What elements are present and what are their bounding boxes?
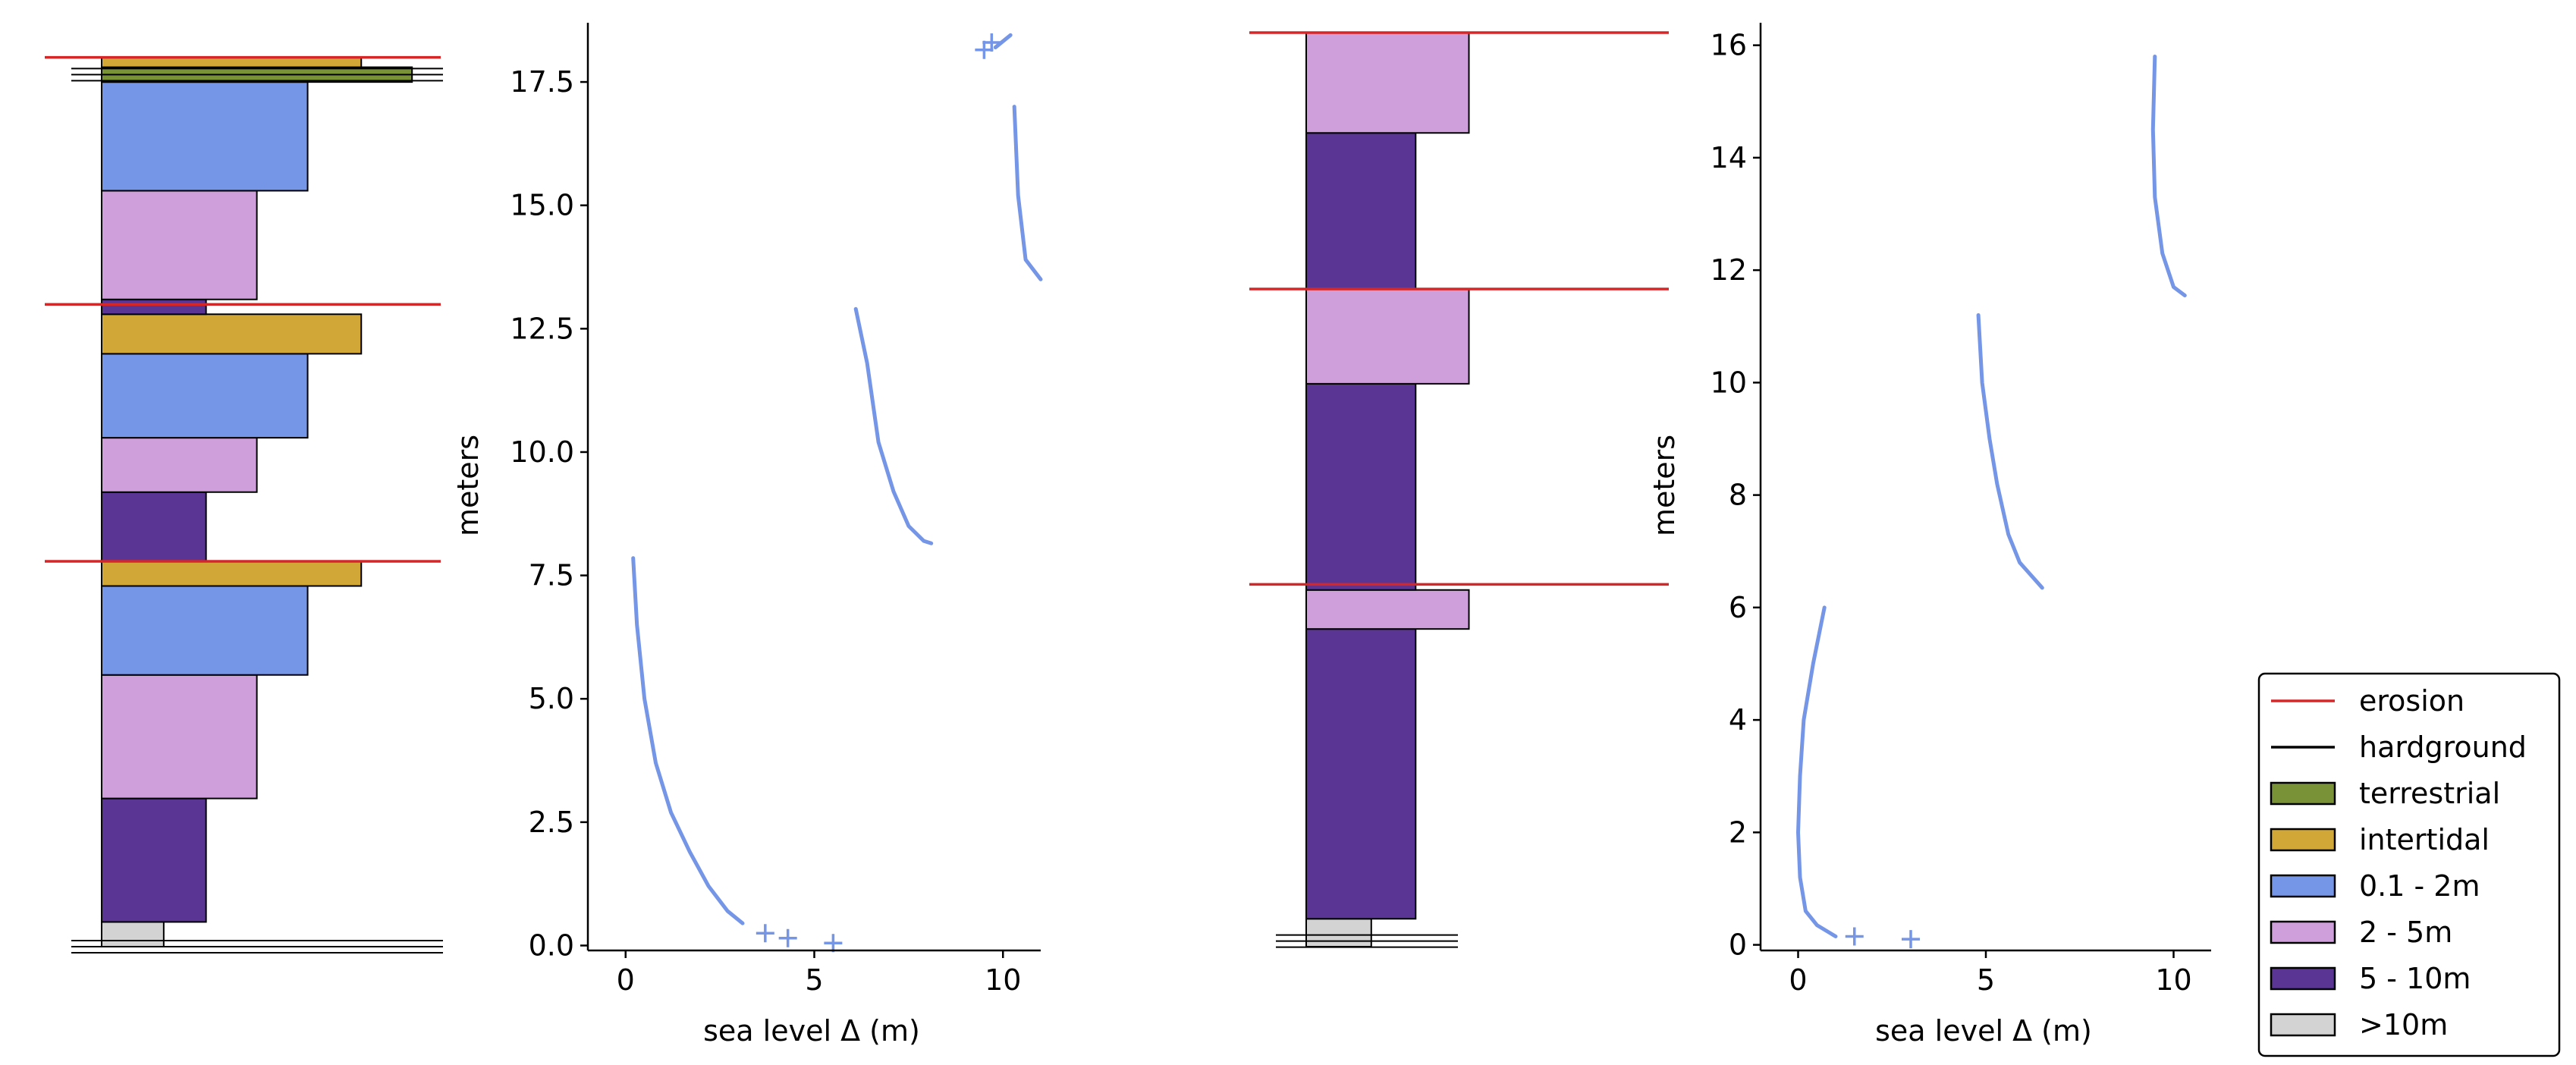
legend-label-4: intertidal bbox=[2359, 823, 2490, 856]
bed-7 bbox=[1305, 32, 1470, 134]
legend-swatch-8 bbox=[2270, 1013, 2336, 1037]
y-tick-label-1: 2 bbox=[1729, 815, 1747, 849]
x-axis-title-1: sea level Δ (m) bbox=[703, 1014, 920, 1048]
legend: erosion hardground terrestrial intertidal 0.… bbox=[2257, 672, 2561, 1057]
plus-marker-3 bbox=[824, 934, 843, 953]
y-axis-title-1: meters bbox=[451, 435, 485, 536]
bed-4 bbox=[1305, 382, 1417, 591]
sea-level-plot-2-marks bbox=[1796, 55, 2187, 949]
legend-label-5: 0.1 - 2m bbox=[2359, 869, 2480, 903]
legend-label-3: terrestrial bbox=[2359, 777, 2500, 810]
sea-level-plot-2: 0 5 10 0 2 4 6 8 10 12 14 16 sea level Δ (m) meters bbox=[1648, 23, 2211, 1048]
sea-level-curve-1 bbox=[1796, 605, 1838, 938]
x-tick-label-0: 0 bbox=[617, 963, 635, 997]
y-tick-label-4: 8 bbox=[1729, 479, 1747, 512]
bed-2 bbox=[101, 797, 207, 923]
sea-level-plot-1: 0 5 10 0.0 2.5 5.0 7.5 10.0 12.5 15.0 17.5 sea lev… bbox=[451, 23, 1043, 1048]
sea-level-plot-1-marks bbox=[631, 33, 1043, 953]
sea-level-plot-2-axes: 0 5 10 0 2 4 6 8 10 12 14 16 bbox=[1711, 23, 2211, 997]
y-tick-label-6: 15.0 bbox=[510, 189, 574, 222]
x-tick-label-10: 10 bbox=[985, 963, 1021, 997]
y-tick-label-7: 17.5 bbox=[510, 65, 574, 99]
legend-swatch-6 bbox=[2270, 920, 2336, 944]
plus-marker-1 bbox=[1845, 927, 1864, 946]
y-tick-label-3: 7.5 bbox=[529, 559, 574, 592]
plus-marker-1 bbox=[756, 924, 774, 943]
bed-5 bbox=[101, 560, 363, 587]
legend-swatch-5 bbox=[2270, 874, 2336, 898]
y-tick-label-5: 12.5 bbox=[510, 312, 574, 345]
bed-6 bbox=[101, 491, 207, 562]
legend-swatch-3 bbox=[2270, 781, 2336, 806]
legend-label-1: erosion bbox=[2359, 684, 2464, 718]
y-tick-label-0: 0 bbox=[1729, 928, 1747, 962]
sea-level-curve-4 bbox=[993, 33, 1013, 49]
legend-label-6: 2 - 5m bbox=[2359, 916, 2452, 949]
y-tick-label-0: 0.0 bbox=[529, 928, 574, 962]
x-axis-title-2: sea level Δ (m) bbox=[1875, 1014, 2092, 1048]
x-tick-label-5: 5 bbox=[805, 963, 823, 997]
bed-11 bbox=[101, 190, 258, 300]
x-tick-label-0: 0 bbox=[1789, 963, 1807, 997]
y-axis-title-2: meters bbox=[1648, 435, 1681, 536]
y-tick-label-6: 12 bbox=[1711, 253, 1747, 287]
y-tick-label-8: 16 bbox=[1711, 29, 1747, 62]
bed-1 bbox=[1305, 918, 1372, 948]
plus-marker-2 bbox=[1902, 930, 1920, 949]
bed-2 bbox=[1305, 628, 1417, 920]
bed-8 bbox=[101, 353, 309, 439]
x-tick-label-5: 5 bbox=[1977, 963, 1995, 997]
stratigraphic-column-2 bbox=[1249, 31, 1669, 948]
bed-1 bbox=[101, 921, 165, 947]
sea-level-curve-1 bbox=[631, 556, 745, 925]
sea-level-plot-1-axes: 0 5 10 0.0 2.5 5.0 7.5 10.0 12.5 15.0 17.5 bbox=[510, 23, 1041, 997]
y-tick-label-3: 6 bbox=[1729, 591, 1747, 624]
plus-marker-5 bbox=[982, 33, 1001, 52]
plus-marker-2 bbox=[778, 928, 797, 947]
stratigraphic-column-1 bbox=[45, 55, 443, 953]
legend-swatch-7 bbox=[2270, 966, 2336, 991]
bed-3 bbox=[101, 674, 258, 800]
sea-level-curve-3 bbox=[2150, 55, 2187, 297]
sea-level-curve-3 bbox=[1012, 105, 1043, 281]
legend-label-7: 5 - 10m bbox=[2359, 962, 2471, 995]
y-tick-label-2: 5.0 bbox=[529, 682, 574, 715]
bed-4 bbox=[101, 585, 309, 676]
sea-level-curve-2 bbox=[853, 306, 934, 545]
bed-10 bbox=[101, 298, 207, 316]
bed-5 bbox=[1305, 287, 1470, 385]
legend-swatch-4 bbox=[2270, 828, 2336, 852]
legend-label-2: hardground bbox=[2359, 730, 2527, 764]
bed-14 bbox=[101, 56, 363, 68]
bed-12 bbox=[101, 81, 309, 192]
legend-label-8: >10m bbox=[2359, 1008, 2448, 1041]
sea-level-curve-2 bbox=[1976, 313, 2044, 590]
legend-frame bbox=[2257, 672, 2561, 1057]
bed-9 bbox=[101, 313, 363, 355]
y-tick-label-4: 10.0 bbox=[510, 435, 574, 469]
bed-3 bbox=[1305, 589, 1470, 630]
plus-marker-4 bbox=[975, 40, 994, 59]
y-tick-label-5: 10 bbox=[1711, 366, 1747, 399]
x-tick-label-10: 10 bbox=[2155, 963, 2191, 997]
y-tick-label-2: 4 bbox=[1729, 703, 1747, 737]
bed-6 bbox=[1305, 132, 1417, 290]
bed-7 bbox=[101, 437, 258, 493]
y-tick-label-1: 2.5 bbox=[529, 806, 574, 839]
y-tick-label-7: 14 bbox=[1711, 141, 1747, 174]
